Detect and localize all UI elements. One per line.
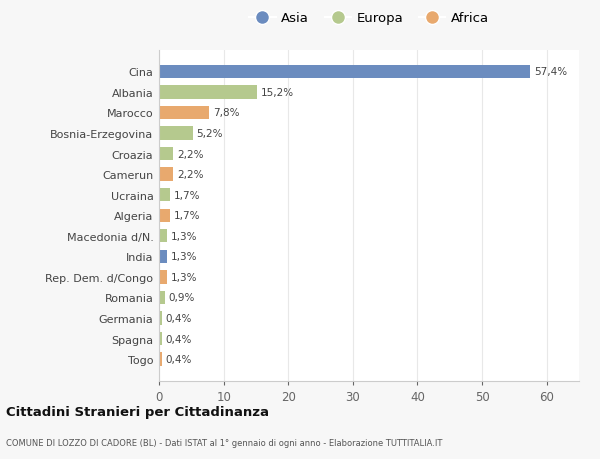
Text: 15,2%: 15,2% xyxy=(261,88,294,98)
Bar xyxy=(159,209,170,223)
Text: 2,2%: 2,2% xyxy=(177,149,203,159)
Bar xyxy=(159,332,161,346)
Bar xyxy=(159,147,173,161)
Text: Cittadini Stranieri per Cittadinanza: Cittadini Stranieri per Cittadinanza xyxy=(6,405,269,419)
Text: 1,7%: 1,7% xyxy=(174,190,200,200)
Text: 0,4%: 0,4% xyxy=(166,313,192,323)
Text: 5,2%: 5,2% xyxy=(196,129,223,139)
Text: 1,3%: 1,3% xyxy=(171,231,198,241)
Text: 1,3%: 1,3% xyxy=(171,252,198,262)
Bar xyxy=(159,230,167,243)
Bar xyxy=(159,291,165,304)
Bar xyxy=(159,312,161,325)
Text: 1,7%: 1,7% xyxy=(174,211,200,221)
Text: 2,2%: 2,2% xyxy=(177,170,203,180)
Text: 1,3%: 1,3% xyxy=(171,272,198,282)
Bar xyxy=(159,127,193,140)
Bar xyxy=(159,66,530,79)
Text: 0,4%: 0,4% xyxy=(166,354,192,364)
Bar xyxy=(159,353,161,366)
Bar xyxy=(159,189,170,202)
Bar xyxy=(159,271,167,284)
Bar xyxy=(159,168,173,181)
Bar xyxy=(159,106,209,120)
Bar xyxy=(159,250,167,263)
Bar xyxy=(159,86,257,99)
Text: COMUNE DI LOZZO DI CADORE (BL) - Dati ISTAT al 1° gennaio di ogni anno - Elabora: COMUNE DI LOZZO DI CADORE (BL) - Dati IS… xyxy=(6,438,442,447)
Text: 7,8%: 7,8% xyxy=(213,108,240,118)
Text: 0,9%: 0,9% xyxy=(169,293,195,303)
Legend: Asia, Europa, Africa: Asia, Europa, Africa xyxy=(244,7,494,31)
Text: 0,4%: 0,4% xyxy=(166,334,192,344)
Text: 57,4%: 57,4% xyxy=(534,67,567,77)
